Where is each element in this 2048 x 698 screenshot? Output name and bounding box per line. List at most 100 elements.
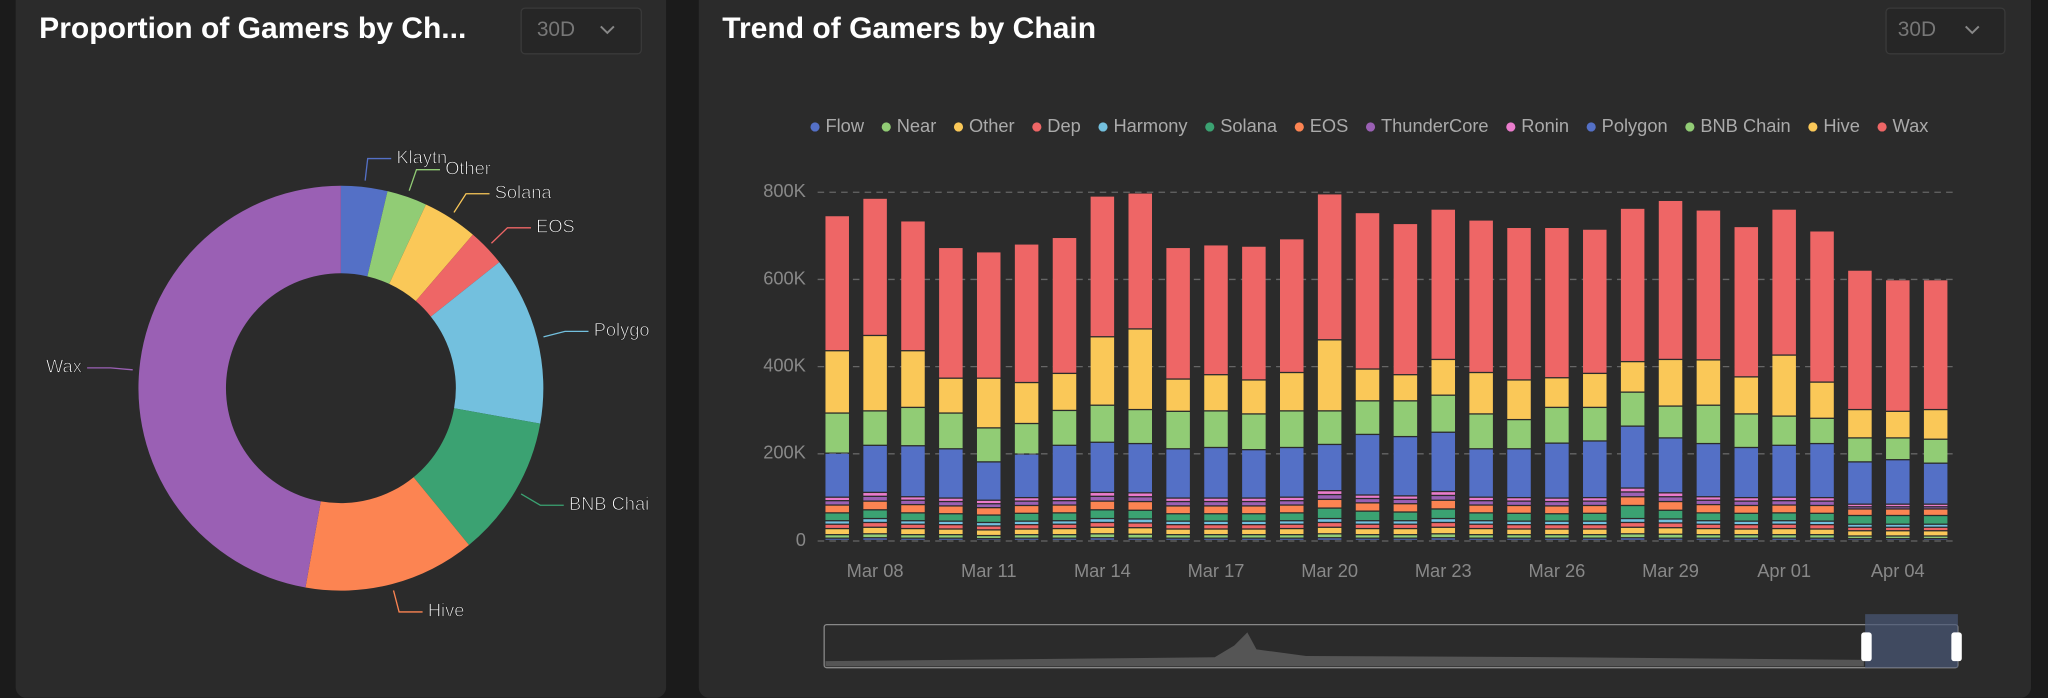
bar-segment [825, 501, 849, 505]
bar-segment [901, 497, 925, 500]
bar-segment [1128, 538, 1152, 540]
dropdown-value[interactable]: 30D [537, 18, 575, 41]
legend-marker [1032, 122, 1042, 132]
bar-segment [901, 505, 925, 513]
bar-segment [1166, 411, 1190, 449]
bar-segment [1923, 516, 1948, 524]
x-tick-label: Mar 08 [847, 560, 904, 581]
bar-segment [1734, 498, 1759, 501]
bar-segment [939, 529, 963, 535]
bar-segment [1469, 529, 1493, 535]
bar-segment [1355, 495, 1380, 498]
bar-segment [1810, 444, 1834, 497]
bar-segment [1810, 506, 1834, 513]
bar-segment [1658, 502, 1683, 510]
bar-segment [1734, 529, 1759, 535]
bar-segment [1242, 506, 1266, 514]
bar-segment [1583, 506, 1607, 513]
bar-segment [1242, 538, 1266, 540]
x-tick-label: Mar 20 [1301, 560, 1358, 581]
bar-segment [1090, 442, 1115, 492]
bar-segment [1090, 534, 1115, 538]
bar-segment [825, 351, 849, 413]
bar-segment [1280, 535, 1304, 538]
bar-segment [1583, 525, 1607, 529]
pie-slice [415, 234, 500, 317]
bar-segment [1052, 445, 1077, 497]
bar-segment [863, 519, 887, 522]
bar-segment [1658, 360, 1683, 406]
bar-segment [1620, 208, 1645, 361]
bar-segment [863, 534, 887, 538]
bar-segment [1166, 449, 1190, 498]
bar-segment [1014, 424, 1039, 454]
bar-segment [1242, 525, 1266, 529]
bar-segment [1317, 340, 1342, 411]
bar-segment [1696, 497, 1721, 500]
bar-segment [1583, 229, 1607, 373]
legend-marker [953, 122, 964, 132]
bar-segment [825, 535, 849, 538]
bar-segment [1204, 514, 1228, 521]
bar-segment [1658, 438, 1683, 493]
bar-segment [1014, 521, 1039, 525]
bar-segment [1507, 498, 1531, 501]
bar-segment [976, 508, 1001, 515]
bar-segment [1317, 445, 1342, 490]
bar-segment [1431, 519, 1456, 522]
bar-segment [1734, 377, 1759, 414]
bar-segment [1204, 498, 1228, 501]
bar-segment [1886, 527, 1910, 531]
bar-segment [1355, 524, 1380, 528]
bar-segment [1242, 450, 1266, 498]
bar-segment [1393, 521, 1418, 524]
bar-segment [1620, 492, 1645, 497]
dropdown-value[interactable]: 30D [1898, 18, 1936, 41]
bar-segment [1772, 209, 1796, 355]
legend-label: Dep [1047, 115, 1081, 136]
bar-segment [1923, 504, 1948, 507]
bar-segment [1658, 200, 1683, 359]
legend-label: Solana [1220, 115, 1278, 136]
bar-segment [1014, 501, 1039, 505]
bar-segment [1507, 521, 1531, 525]
legend-label: Hive [1823, 115, 1860, 136]
bar-segment [1355, 529, 1380, 535]
bar-segment [1166, 521, 1190, 525]
bar-segment [1734, 538, 1759, 540]
bar-segment [1052, 513, 1077, 521]
bar-segment [1014, 383, 1039, 423]
bar-segment [1280, 505, 1304, 513]
legend-label: EOS [1310, 115, 1349, 136]
zoom-slider[interactable] [823, 614, 1962, 669]
period-dropdown[interactable]: 30D [520, 7, 642, 55]
bar-segment [1431, 432, 1456, 491]
bar-segment [1545, 521, 1569, 525]
bar-segment [939, 535, 963, 538]
bar-segment [1923, 507, 1948, 509]
bar-segment [1696, 405, 1721, 443]
bar-segment [976, 462, 1001, 500]
bar-segment [1923, 280, 1948, 409]
panel-title: Trend of Gamers by Chain [722, 12, 1096, 45]
bar-segment [1696, 535, 1721, 538]
bar-segment [1848, 531, 1872, 536]
bar-segment [1090, 196, 1115, 337]
bar-segment [1052, 238, 1077, 373]
bar-segment [1242, 521, 1266, 525]
bar-segment [1810, 538, 1834, 540]
period-dropdown[interactable]: 30D [1885, 7, 2006, 55]
bar-segment [1583, 513, 1607, 521]
bar-segment [1355, 521, 1380, 524]
bar-segment [1545, 378, 1569, 407]
bar-segment [1469, 538, 1493, 540]
bar-segment [1469, 521, 1493, 524]
bar-segment [1280, 524, 1304, 528]
bar-segment [1052, 501, 1077, 505]
bar-segment [1545, 502, 1569, 506]
bar-segment [1393, 496, 1418, 499]
bar-segment [863, 501, 887, 510]
bar-segment [1052, 505, 1077, 513]
bar-segment [1772, 445, 1796, 497]
